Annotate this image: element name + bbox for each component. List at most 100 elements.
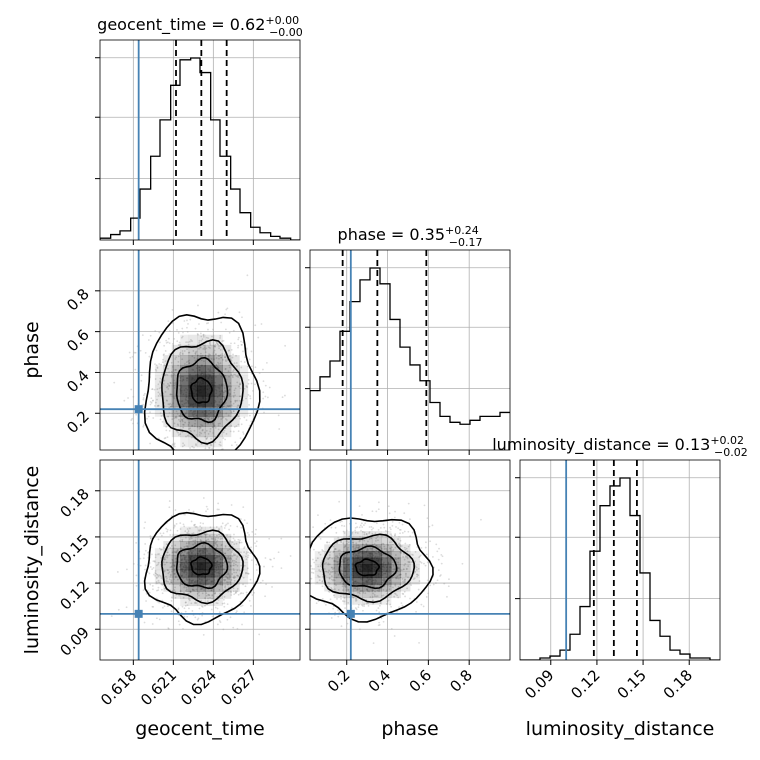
density-cell [410, 551, 420, 559]
sample-point [183, 615, 186, 618]
sample-point [391, 576, 394, 579]
sample-point [244, 585, 247, 588]
sample-point [208, 546, 211, 549]
sample-point [169, 562, 172, 565]
sample-point [214, 411, 217, 413]
sample-point [331, 568, 334, 570]
sample-point [341, 524, 343, 527]
sample-point [338, 552, 341, 555]
sample-point [203, 417, 206, 420]
sample-point [141, 334, 144, 336]
sample-point [366, 589, 369, 592]
density-cell [371, 577, 382, 585]
sample-point [198, 339, 201, 342]
sample-point [202, 497, 205, 499]
sample-point [194, 523, 196, 526]
sample-point [392, 561, 394, 564]
sample-point [351, 539, 354, 542]
density-cell [222, 584, 232, 592]
sample-point [216, 544, 218, 546]
density-cell [352, 537, 363, 545]
sample-point [273, 557, 276, 560]
density-cell [171, 355, 181, 366]
sample-point [249, 397, 252, 400]
sample-point [416, 573, 418, 576]
sample-point [399, 532, 401, 535]
sample-point [147, 339, 150, 341]
sample-point [167, 415, 169, 418]
density-cell [197, 385, 206, 397]
sample-point [356, 587, 359, 590]
sample-point [235, 362, 238, 364]
sample-point [254, 533, 257, 536]
sample-point [181, 335, 184, 338]
sample-point [187, 424, 190, 426]
sample-point [219, 354, 222, 356]
density-cell [188, 548, 198, 556]
sample-point [211, 451, 213, 453]
sample-point [181, 583, 184, 585]
sample-point [221, 522, 224, 525]
sample-point [217, 345, 220, 347]
sample-point [328, 577, 331, 579]
sample-point [205, 437, 208, 440]
sample-point [220, 549, 223, 552]
sample-point [283, 563, 285, 565]
sample-point [195, 525, 198, 528]
sample-point [235, 571, 238, 574]
sample-point [224, 402, 227, 404]
sample-point [375, 545, 378, 547]
density-cell [171, 569, 181, 578]
sample-point [326, 541, 329, 544]
sample-point [199, 346, 202, 349]
sample-point [201, 482, 203, 484]
sample-point [436, 579, 439, 582]
panel-phase-luminosity_distance [283, 459, 511, 661]
sample-point [132, 563, 135, 565]
sample-point [348, 591, 350, 594]
density-cell [163, 395, 173, 407]
sample-point [197, 333, 199, 336]
sample-point [389, 526, 391, 529]
sample-point [176, 430, 178, 433]
sample-point [186, 326, 188, 329]
sample-point [204, 351, 207, 354]
sample-point [173, 564, 175, 567]
sample-point [172, 384, 175, 387]
sample-point [158, 363, 161, 365]
sample-point [227, 573, 230, 576]
sample-point [375, 609, 378, 612]
sample-point [215, 602, 218, 604]
sample-point [420, 603, 423, 606]
sample-point [159, 548, 162, 551]
sample-point [155, 617, 158, 620]
sample-point [154, 401, 157, 404]
sample-point [193, 356, 196, 359]
sample-point [202, 333, 205, 336]
sample-point [224, 524, 227, 527]
sample-point [218, 529, 221, 531]
sample-point [228, 355, 231, 358]
sample-point [177, 364, 180, 367]
sample-point [226, 450, 228, 452]
sample-point [363, 524, 365, 526]
sample-point [352, 545, 354, 548]
sample-point [220, 321, 223, 324]
sample-point [165, 580, 168, 583]
sample-point [199, 535, 202, 538]
sample-point [176, 329, 178, 331]
sample-point [219, 337, 221, 339]
sample-point [346, 548, 349, 551]
sample-point [149, 411, 151, 414]
sample-point [346, 579, 349, 582]
density-cell [180, 576, 190, 585]
sample-point [200, 527, 203, 529]
density-cell [333, 577, 344, 585]
sample-point [211, 615, 214, 618]
sample-point [157, 383, 160, 386]
sample-point [220, 356, 223, 359]
sample-point [222, 551, 224, 554]
sample-point [230, 444, 233, 447]
sample-point [158, 581, 160, 584]
sample-point [231, 549, 234, 552]
